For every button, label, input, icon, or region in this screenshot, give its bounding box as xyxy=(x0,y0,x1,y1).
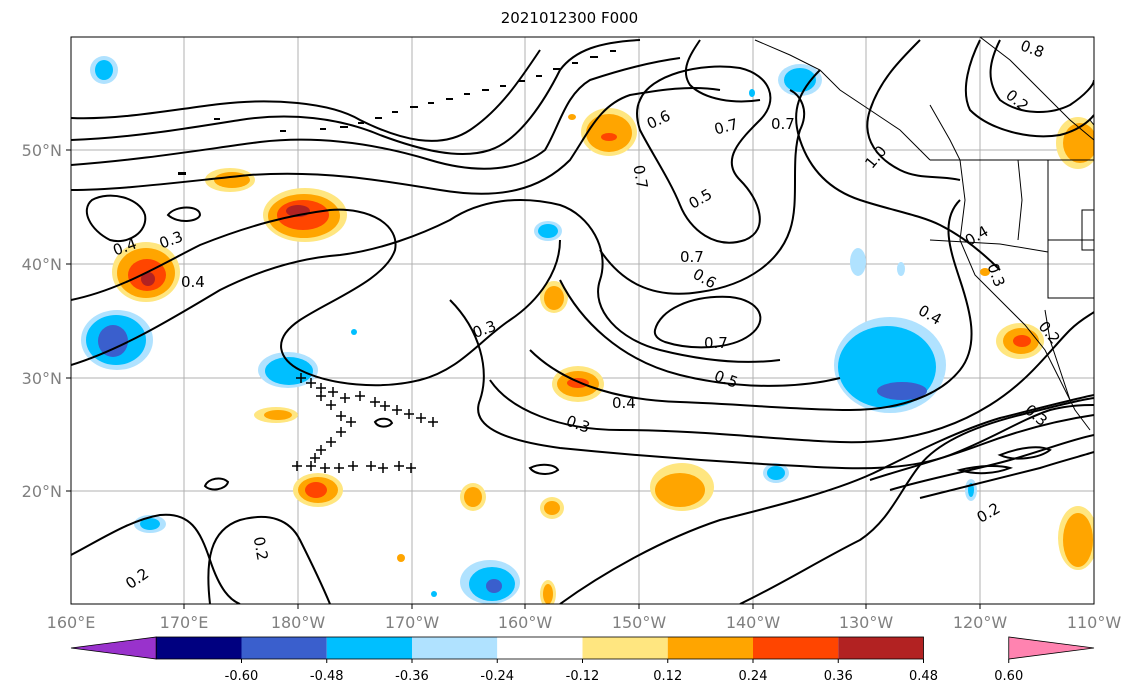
coastlines xyxy=(754,37,1094,431)
y-tick-label: 50°N xyxy=(22,141,62,160)
y-tick-label: 30°N xyxy=(22,369,62,388)
colorbar-outline xyxy=(155,636,924,660)
map-area: 0.4 0.3 0.4 0.6 0.7 0.7 0.7 0.5 0.7 0.6 … xyxy=(71,37,1094,604)
colorbar-segments xyxy=(70,636,1095,660)
x-tick-label: 120°W xyxy=(953,613,1008,632)
contour-lines xyxy=(71,39,1094,604)
colorbar-box xyxy=(753,637,839,659)
colorbar-box xyxy=(497,637,583,659)
x-tick-label: 130°W xyxy=(839,613,894,632)
x-tick-label: 180°W xyxy=(271,613,326,632)
colorbar-box xyxy=(156,637,242,659)
colorbar-box xyxy=(582,637,668,659)
x-tick-label: 150°W xyxy=(612,613,667,632)
x-tick-label: 170°E xyxy=(160,613,209,632)
contour-label: 0.7 xyxy=(680,248,704,266)
colorbar-tick-label: -0.60 xyxy=(225,669,259,684)
contour-label: 0.4 xyxy=(181,273,205,291)
x-axis-labels: 160°E 170°E 180°W 170°W 160°W 150°W 140°… xyxy=(47,613,1122,632)
contour-label: 0.7 xyxy=(771,115,795,133)
colorbar-tick-label: 0.48 xyxy=(909,669,938,684)
contour-label: 0.2 xyxy=(250,535,272,562)
contour-label-group: 0.4 0.3 0.4 0.6 0.7 0.7 0.7 0.5 0.7 0.6 … xyxy=(110,37,1063,593)
colorbar-box xyxy=(241,637,327,659)
colorbar-tick-label: -0.24 xyxy=(480,669,514,684)
contour-label: 0.7 xyxy=(712,115,740,139)
contour-label: 0.7 xyxy=(629,164,651,191)
colorbar-tick-label: 0.36 xyxy=(824,669,853,684)
colorbar-box xyxy=(667,637,753,659)
gridlines xyxy=(71,37,1094,604)
y-axis-labels: 50°N 40°N 30°N 20°N xyxy=(22,141,62,501)
colorbar-tick-label: 0.12 xyxy=(653,669,682,684)
colorbar-tick-label: 0.24 xyxy=(739,669,768,684)
colorbar: -0.60 -0.48 -0.36 -0.24 -0.12 0.12 0.24 0.36 0.4… xyxy=(70,636,1095,684)
warm-anomaly-fills xyxy=(112,108,1094,604)
x-tick-label: 170°W xyxy=(385,613,440,632)
colorbar-tick-label: 0.60 xyxy=(994,669,1023,684)
colorbar-extend-high xyxy=(1008,636,1095,660)
colorbar-box xyxy=(326,637,412,659)
colorbar-tick-label: -0.36 xyxy=(395,669,429,684)
cold-anomaly-fills xyxy=(81,56,977,604)
colorbar-tick-label: -0.12 xyxy=(566,669,600,684)
colorbar-box xyxy=(412,637,498,659)
plus-markers xyxy=(292,373,438,473)
tick-marks xyxy=(66,149,981,609)
x-tick-label: 160°W xyxy=(498,613,553,632)
colorbar-ticks: -0.60 -0.48 -0.36 -0.24 -0.12 0.12 0.24 0.36 0.4… xyxy=(225,659,1023,684)
x-tick-label: 140°W xyxy=(726,613,781,632)
x-tick-label: 110°W xyxy=(1067,613,1122,632)
colorbar-extend-low xyxy=(70,636,157,660)
y-tick-label: 40°N xyxy=(22,255,62,274)
colorbar-tick-label: -0.48 xyxy=(310,669,344,684)
y-tick-label: 20°N xyxy=(22,482,62,501)
map-frame xyxy=(70,36,1095,605)
map-title: 2021012300 F000 xyxy=(500,9,639,27)
colorbar-box xyxy=(838,637,924,659)
x-tick-label: 160°E xyxy=(47,613,96,632)
contour-label: 0.7 xyxy=(704,334,728,352)
contour-label: 0.4 xyxy=(612,394,636,412)
aleutian-islands xyxy=(178,50,616,175)
